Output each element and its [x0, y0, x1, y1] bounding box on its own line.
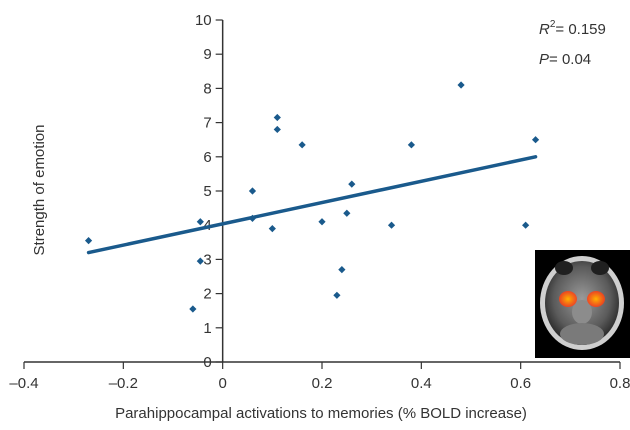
x-tick-label: 0.6: [510, 375, 531, 392]
data-point: [348, 180, 356, 188]
data-point: [189, 305, 197, 313]
regression-line-group: [86, 155, 538, 255]
data-point: [387, 221, 396, 229]
y-tick-label: 0: [203, 354, 211, 371]
axes: [24, 20, 620, 363]
data-point: [531, 136, 540, 144]
y-axis-ticks: 012345678910: [195, 12, 223, 371]
data-point: [298, 141, 306, 149]
x-axis-title: Parahippocampal activations to memories …: [115, 405, 527, 422]
data-point: [273, 125, 281, 134]
x-tick-label: –0.4: [9, 375, 38, 392]
data-point: [248, 214, 257, 222]
y-axis-title: Strength of emotion: [31, 125, 48, 256]
r-squared-label: R2= 0.159: [539, 19, 606, 38]
cerebellum: [560, 323, 604, 345]
y-tick-label: 7: [203, 115, 211, 132]
regression-line: [86, 155, 538, 255]
y-tick-label: 10: [195, 12, 212, 29]
orbit-left: [555, 261, 573, 275]
activation-left: [559, 291, 577, 307]
orbit-right: [591, 261, 609, 275]
y-tick-label: 6: [203, 149, 211, 166]
data-point: [338, 266, 346, 274]
y-tick-label: 1: [203, 320, 211, 337]
data-point: [248, 187, 257, 195]
y-tick-label: 2: [203, 286, 211, 303]
brain-mri-inset: [535, 250, 630, 358]
x-tick-label: 0: [218, 375, 226, 392]
data-points: [84, 81, 540, 313]
stats-annotation: R2= 0.159 P= 0.04: [539, 19, 606, 68]
p-value-label: P= 0.04: [539, 51, 591, 68]
data-point: [343, 209, 351, 217]
data-point: [457, 81, 465, 89]
data-point: [273, 113, 281, 122]
y-tick-label: 8: [203, 80, 211, 97]
data-point: [318, 218, 326, 226]
x-tick-label: 0.4: [411, 375, 432, 392]
brainstem: [572, 300, 592, 324]
activation-right: [587, 291, 605, 307]
y-tick-label: 9: [203, 46, 211, 63]
y-tick-label: 5: [203, 183, 211, 200]
x-tick-label: –0.2: [109, 375, 138, 392]
data-point: [268, 225, 276, 233]
data-point: [407, 141, 415, 149]
data-point: [196, 218, 204, 226]
y-tick-label: 3: [203, 251, 211, 268]
data-point: [333, 291, 341, 299]
data-point: [84, 236, 93, 245]
x-tick-label: 0.2: [312, 375, 333, 392]
data-point: [522, 221, 530, 229]
x-tick-label: 0.8: [610, 375, 630, 392]
data-point: [196, 257, 204, 265]
x-axis-ticks: –0.4 –0.2 0 0.2 0.4 0.6 0.8: [9, 362, 630, 392]
